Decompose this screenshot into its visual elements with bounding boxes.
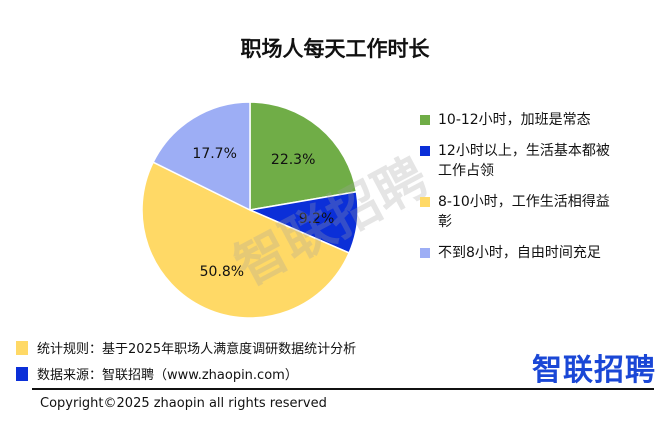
slice-value-label: 50.8%	[200, 264, 244, 280]
legend-label: 10-12小时，加班是常态	[438, 112, 591, 128]
slice-value-label: 22.3%	[271, 152, 315, 168]
legend-label: 不到8小时，自由时间充足	[438, 245, 601, 261]
legend-item-under-8h: 不到8小时，自由时间充足	[420, 243, 660, 263]
footnote-rule-square	[16, 340, 28, 355]
legend-item-10-12h: 10-12小时，加班是常态	[420, 110, 660, 130]
legend-swatch	[420, 115, 430, 125]
pie-slice	[141, 161, 351, 319]
divider	[32, 388, 654, 390]
copyright-text: Copyright©2025 zhaopin all rights reserv…	[40, 396, 327, 411]
slice-value-label: 17.7%	[192, 146, 236, 162]
footnote-rule: 统计规则：基于2025年职场人满意度调研数据统计分析	[16, 338, 356, 357]
legend-swatch	[420, 146, 430, 156]
legend-label: 8-10小时，工作生活相得益彰	[438, 194, 610, 230]
slice-value-label: 9.2%	[299, 211, 335, 227]
legend-item-over-12h: 12小时以上，生活基本都被工作占领	[420, 141, 660, 181]
legend-swatch	[420, 248, 430, 258]
legend-swatch	[420, 197, 430, 207]
footnote-source-text: 数据来源：智联招聘（www.zhaopin.com）	[37, 368, 298, 383]
pie-chart: 22.3% 9.2% 50.8% 17.7%	[141, 101, 359, 319]
legend: 10-12小时，加班是常态 12小时以上，生活基本都被工作占领 8-10小时，工…	[420, 110, 660, 274]
legend-item-8-10h: 8-10小时，工作生活相得益彰	[420, 192, 660, 232]
footnote-rule-text: 统计规则：基于2025年职场人满意度调研数据统计分析	[37, 342, 357, 357]
chart-title: 职场人每天工作时长	[240, 37, 430, 61]
legend-label: 12小时以上，生活基本都被工作占领	[438, 143, 610, 179]
pie-slice	[152, 101, 251, 212]
pie-slice	[249, 101, 358, 211]
brand-logo: 智联招聘	[532, 353, 656, 388]
footnote-source-square	[16, 366, 28, 381]
footnote-source: 数据来源：智联招聘（www.zhaopin.com）	[16, 364, 298, 383]
